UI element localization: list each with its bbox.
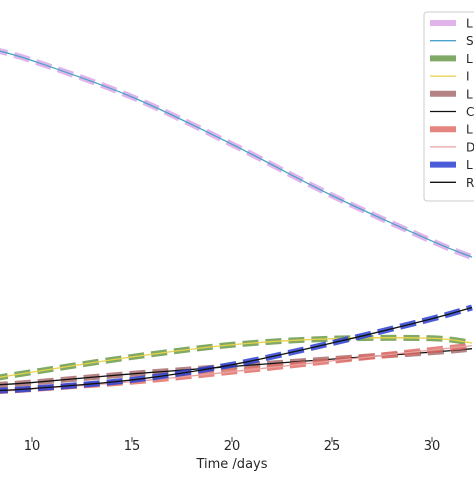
legend-label-9: L	[466, 158, 473, 172]
legend-label-2: S	[466, 34, 474, 48]
x-tick-label: 15	[124, 439, 141, 454]
legend-label-5: L	[466, 87, 473, 101]
legend-label-8: D	[466, 140, 474, 154]
series-layer	[0, 48, 474, 395]
legend-label-7: L	[466, 123, 473, 137]
legend-label-3: L	[466, 52, 473, 66]
legend-label-10: R	[466, 176, 474, 190]
x-axis-label: Time /days	[195, 457, 267, 472]
x-tick-label: 10	[24, 439, 41, 454]
x-axis: 10 15 20 25 30	[24, 437, 441, 454]
legend-label-6: C	[466, 105, 474, 119]
legend-label-4: I	[466, 70, 470, 84]
series-line-1	[0, 48, 474, 260]
series-line-2	[0, 50, 473, 258]
series-line-10	[0, 306, 473, 392]
x-tick-label: 30	[424, 439, 441, 454]
x-tick-label: 25	[324, 439, 341, 454]
legend-label-1: L	[466, 17, 473, 31]
x-tick-label: 20	[224, 439, 241, 454]
series-line-4	[0, 337, 473, 378]
